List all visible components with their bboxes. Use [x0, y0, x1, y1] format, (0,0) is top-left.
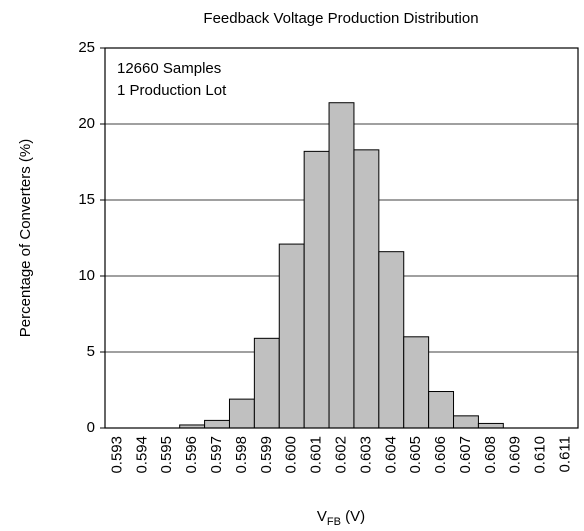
- bar: [253, 337, 280, 429]
- x-tick-label: 0.609: [507, 436, 524, 474]
- x-axis-label: VFB (V): [317, 508, 365, 528]
- bar: [453, 415, 479, 429]
- x-tick-label: 0.594: [133, 436, 150, 474]
- chart-title: Feedback Voltage Production Distribution: [203, 10, 478, 27]
- y-tick-label: 0: [87, 419, 95, 436]
- bar: [328, 102, 355, 429]
- bar: [378, 251, 405, 429]
- x-tick-label: 0.595: [158, 436, 175, 474]
- x-tick-label: 0.593: [108, 436, 125, 474]
- y-tick-label: 5: [87, 343, 95, 360]
- x-tick-label: 0.597: [208, 436, 225, 474]
- x-label-main: V: [317, 508, 327, 525]
- x-tick-label: 0.602: [332, 436, 349, 474]
- x-tick-label: 0.599: [258, 436, 275, 474]
- x-tick-label: 0.603: [357, 436, 374, 474]
- x-label-sub: FB: [327, 516, 341, 528]
- bar: [228, 398, 255, 429]
- x-label-unit: (V): [341, 508, 365, 525]
- x-tick-label: 0.608: [482, 436, 499, 474]
- x-tick-label: 0.607: [457, 436, 474, 474]
- x-tick-label: 0.605: [407, 436, 424, 474]
- x-tick-label: 0.596: [183, 436, 200, 474]
- bar: [303, 150, 330, 429]
- x-tick-label: 0.606: [432, 436, 449, 474]
- bar: [403, 336, 430, 429]
- x-tick-label: 0.611: [557, 436, 574, 472]
- bar: [428, 391, 455, 429]
- y-axis-label: Percentage of Converters (%): [17, 139, 34, 337]
- y-tick-label: 10: [78, 267, 95, 284]
- bar: [204, 419, 230, 429]
- x-tick-label: 0.601: [308, 436, 325, 474]
- plot-frame: [104, 47, 579, 429]
- y-tick-label: 25: [78, 39, 95, 56]
- bar: [353, 149, 380, 429]
- bar: [278, 243, 305, 429]
- annotation: 12660 Samples: [117, 60, 221, 77]
- y-tick-label: 15: [78, 191, 95, 208]
- x-tick-label: 0.610: [532, 436, 549, 474]
- x-tick-label: 0.604: [382, 436, 399, 474]
- x-tick-label: 0.598: [233, 436, 250, 474]
- y-tick-label: 20: [78, 115, 95, 132]
- annotation: 1 Production Lot: [117, 82, 227, 99]
- bar: [477, 422, 504, 429]
- x-tick-label: 0.600: [283, 436, 300, 474]
